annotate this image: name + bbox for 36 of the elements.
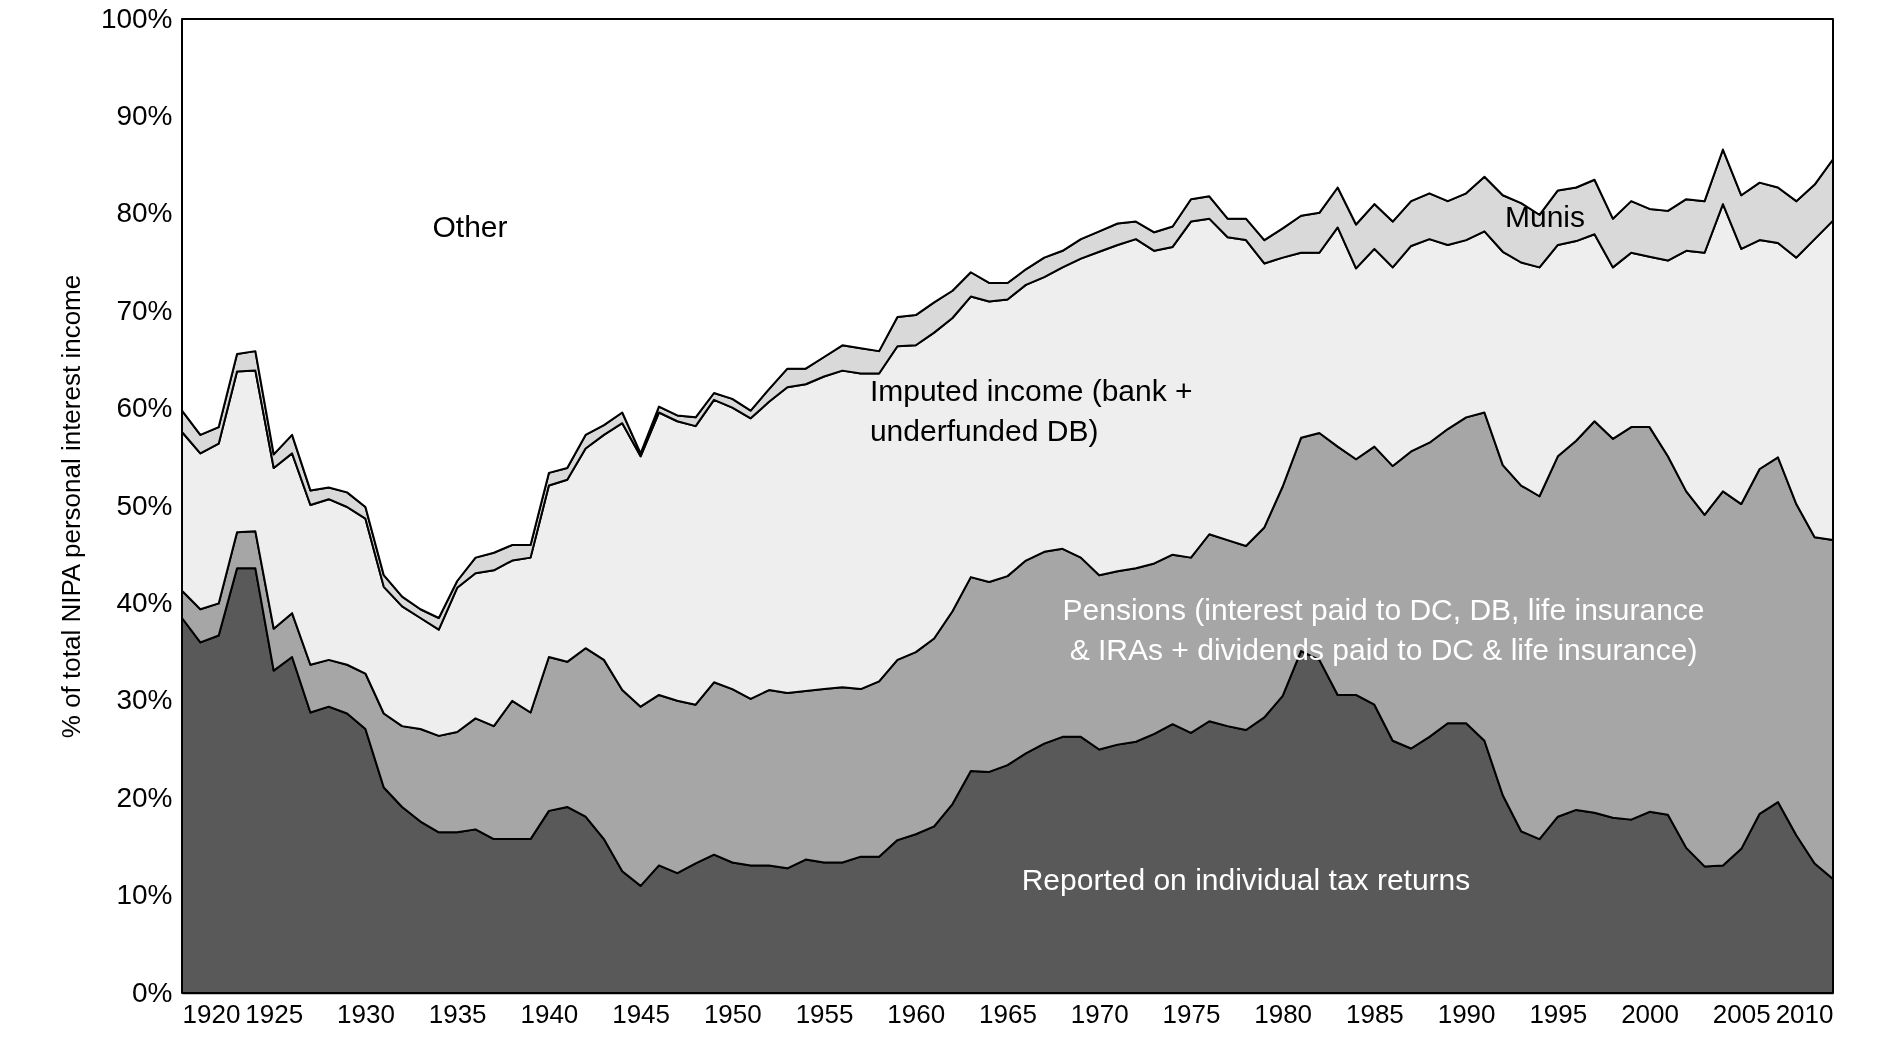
y-tick-label: 20% xyxy=(116,781,173,813)
x-tick-label: 1985 xyxy=(1345,998,1404,1029)
x-tick-label: 1955 xyxy=(795,998,854,1029)
x-tick-label: 1935 xyxy=(428,998,487,1029)
x-tick-label: 1995 xyxy=(1529,998,1588,1029)
series-label: Imputed income (bank + underfunded DB) xyxy=(869,374,1193,448)
x-tick-label: 1920 xyxy=(182,998,241,1029)
y-tick-label: 80% xyxy=(116,197,173,229)
x-tick-label: 1940 xyxy=(520,998,579,1029)
y-tick-label: 50% xyxy=(116,489,173,521)
x-tick-label: 1990 xyxy=(1437,998,1496,1029)
series-label: Reported on individual tax returns xyxy=(1021,862,1471,896)
y-tick-label: 100% xyxy=(100,2,173,34)
series-label: Pensions (interest paid to DC, DB, life insurance & IRAs + dividends paid to DC & life insurance) xyxy=(1062,593,1705,667)
x-tick-label: 1925 xyxy=(245,998,304,1029)
series-label: Other xyxy=(432,210,508,244)
x-tick-label: 2005 xyxy=(1712,998,1771,1029)
y-tick-label: 40% xyxy=(116,586,173,618)
x-tick-label: 1960 xyxy=(887,998,946,1029)
x-tick-label: 1980 xyxy=(1254,998,1313,1029)
y-tick-label: 70% xyxy=(116,294,173,326)
x-tick-label: 2000 xyxy=(1621,998,1679,1029)
y-tick-label: 90% xyxy=(116,99,173,131)
y-tick-label: 10% xyxy=(116,879,173,911)
y-tick-label: 60% xyxy=(116,392,173,424)
x-tick-label: 1930 xyxy=(337,998,395,1029)
x-tick-label: 1970 xyxy=(1070,998,1129,1029)
x-tick-label: 1975 xyxy=(1162,998,1221,1029)
x-tick-label: 2010 xyxy=(1775,998,1834,1029)
y-tick-label: 30% xyxy=(116,684,173,716)
x-tick-label: 1945 xyxy=(612,998,671,1029)
y-tick-label: 0% xyxy=(132,976,173,1008)
x-tick-label: 1950 xyxy=(703,998,762,1029)
x-tick-label: 1965 xyxy=(979,998,1037,1029)
series-label: Munis xyxy=(1504,199,1586,233)
y-axis-title: % of total NIPA personal interest income xyxy=(55,274,86,739)
